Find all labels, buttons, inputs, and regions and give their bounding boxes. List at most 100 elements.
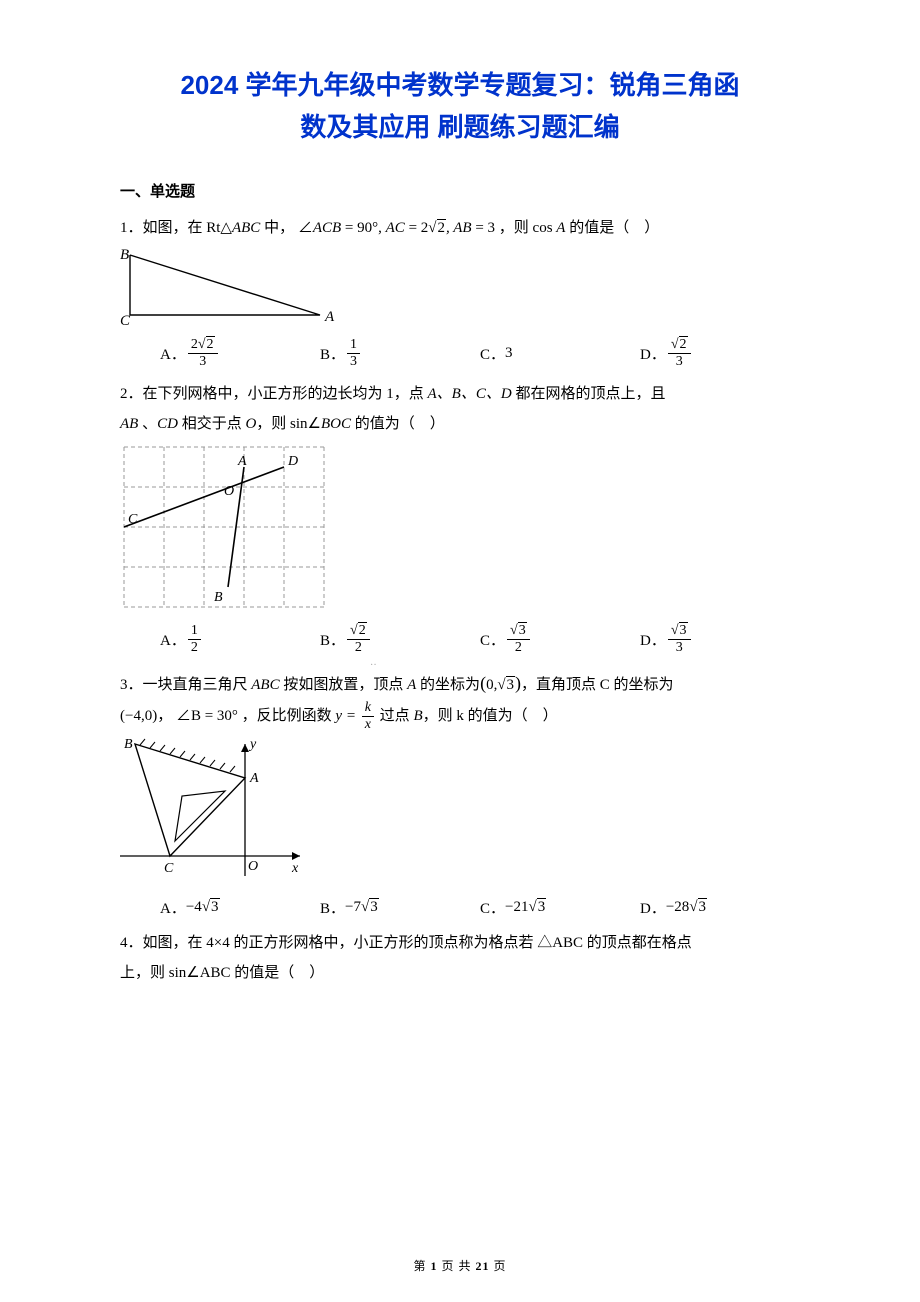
q1-end: 的值是（ ） bbox=[565, 220, 659, 236]
q2C-r: 3 bbox=[518, 622, 527, 638]
q1D-den: 3 bbox=[673, 354, 686, 369]
q3-vB: B bbox=[413, 708, 422, 724]
q1D-rad: 2 bbox=[679, 336, 688, 352]
q1-abv: = 3 ，则 cos bbox=[472, 220, 557, 236]
q1-ab: , AB bbox=[446, 220, 472, 236]
q1A-den: 3 bbox=[196, 354, 209, 369]
q3-l2m: ， ∠B = 30° ，反比例函数 bbox=[157, 708, 335, 724]
q2-figure: A D C B O bbox=[120, 443, 800, 618]
q4-l2: 上，则 sin∠ABC 的值是（ ） bbox=[120, 965, 324, 981]
page-footer: 第 1 页 共 21 页 bbox=[0, 1257, 920, 1274]
q3-cC: (−4,0) bbox=[120, 708, 157, 724]
q1-fig-A: A bbox=[324, 309, 335, 325]
q1-options: A．223 B．13 C．3 D．23 bbox=[120, 338, 800, 369]
footer-total: 21 bbox=[476, 1259, 490, 1273]
q2-fig-D: D bbox=[287, 454, 298, 469]
q1-sqrt2: 2 bbox=[428, 213, 446, 243]
q2A-d: 2 bbox=[188, 640, 201, 655]
footer-pre: 第 bbox=[413, 1259, 430, 1273]
q1-tri: ABC bbox=[232, 220, 260, 236]
q1-text-pre: 1．如图，在 Rt△ bbox=[120, 220, 232, 236]
q2A-n: 1 bbox=[188, 624, 201, 640]
q3-fy: y = bbox=[335, 708, 359, 724]
q3D-p: −28 bbox=[666, 899, 689, 916]
q2-opt-B: B．22 bbox=[320, 624, 480, 655]
q2D-r: 3 bbox=[679, 622, 688, 638]
q2-fig-O: O bbox=[224, 484, 234, 499]
q3-options: A．−43 B．−73 C．−213 D．−283 bbox=[120, 897, 800, 918]
q3-opt-D: D．−283 bbox=[640, 897, 800, 918]
q3A-p: −4 bbox=[186, 899, 202, 916]
q3-fig-y: y bbox=[248, 737, 257, 752]
q3-tri: ABC bbox=[251, 677, 279, 693]
q2-opt-D: D．33 bbox=[640, 624, 800, 655]
q3-fig-O: O bbox=[248, 859, 258, 874]
q2-l1p: 2．在下列网格中，小正方形的边长均为 1，点 bbox=[120, 386, 428, 402]
q3B-r: 3 bbox=[369, 898, 379, 915]
q2-pts: A、B、C、D bbox=[428, 386, 512, 402]
title-line1: 2024 学年九年级中考数学专题复习：锐角三角函 bbox=[180, 70, 739, 100]
q3-opt-B: B．−73 bbox=[320, 897, 480, 918]
q1-eq: = 90°, bbox=[341, 220, 385, 236]
q3-l2m2: 过点 bbox=[376, 708, 414, 724]
q3-vA: A bbox=[407, 677, 416, 693]
q3-l1e: ，直角顶点 C 的坐标为 bbox=[521, 677, 674, 693]
footer-post: 页 bbox=[490, 1259, 507, 1273]
q3-figure: y x O B C A bbox=[120, 736, 800, 891]
q2B-r: 2 bbox=[358, 622, 367, 638]
question-4: 4．如图，在 4×4 的正方形网格中，小正方形的顶点称为格点若 △ABC 的顶点… bbox=[120, 928, 800, 988]
q1-figure: B C A bbox=[120, 247, 800, 332]
q1-opt-D: D．23 bbox=[640, 338, 800, 369]
page-title: 2024 学年九年级中考数学专题复习：锐角三角函 数及其应用 刷题练习题汇编 bbox=[120, 65, 800, 148]
question-2: 2．在下列网格中，小正方形的边长均为 1，点 A、B、C、D 都在网格的顶点上，… bbox=[120, 379, 800, 439]
question-1: 1．如图，在 Rt△ABC 中， ∠ACB = 90°, AC = 2 2, AB… bbox=[120, 213, 800, 243]
q4-l1: 4．如图，在 4×4 的正方形网格中，小正方形的顶点称为格点若 △ABC 的顶点… bbox=[120, 935, 692, 951]
q3-l1m: 按如图放置，顶点 bbox=[280, 677, 408, 693]
q2-fig-A: A bbox=[237, 454, 247, 469]
q3-l1m2: 的坐标为 bbox=[416, 677, 480, 693]
q2-opt-C: C．32 bbox=[480, 624, 640, 655]
q1B-num: 1 bbox=[347, 338, 360, 354]
footer-mid: 页 共 bbox=[437, 1259, 475, 1273]
q2-l2e: 的值为（ ） bbox=[351, 416, 445, 432]
q2-fig-C: C bbox=[128, 512, 138, 527]
title-line2: 数及其应用 刷题练习题汇编 bbox=[300, 112, 619, 142]
q3-fig-B: B bbox=[124, 737, 133, 752]
q1-opt-B: B．13 bbox=[320, 338, 480, 369]
q2-fig-B: B bbox=[214, 590, 223, 605]
q1-mid: 中， ∠ bbox=[260, 220, 313, 236]
section-heading-1: 一、单选题 bbox=[120, 180, 800, 201]
q3-fig-x: x bbox=[291, 861, 299, 876]
q1A-rad: 2 bbox=[206, 336, 215, 352]
q1C-txt: 3 bbox=[505, 345, 513, 362]
q1-fig-C: C bbox=[120, 313, 131, 327]
q3-opt-A: A．−43 bbox=[160, 897, 320, 918]
q1-fig-B: B bbox=[120, 247, 129, 263]
q2-l1e: 都在网格的顶点上，且 bbox=[512, 386, 666, 402]
q2D-d: 3 bbox=[673, 640, 686, 655]
q1-opt-C: C．3 bbox=[480, 338, 640, 369]
q2C-d: 2 bbox=[512, 640, 525, 655]
q3C-p: −21 bbox=[505, 899, 528, 916]
q3B-p: −7 bbox=[345, 899, 361, 916]
q1-acv: = 2 bbox=[405, 220, 428, 236]
q1-opt-A: A．223 bbox=[160, 338, 320, 369]
q3-l1p: 3．一块直角三角尺 bbox=[120, 677, 251, 693]
q2-angle: BOC bbox=[321, 416, 351, 432]
q1B-den: 3 bbox=[347, 354, 360, 369]
question-3: 3．一块直角三角尺 ABC 按如图放置，顶点 A 的坐标为(0,3)，直角顶点 … bbox=[120, 665, 800, 732]
q3C-r: 3 bbox=[537, 898, 547, 915]
q3-fig-C: C bbox=[164, 861, 174, 876]
q3-fig-A: A bbox=[249, 771, 259, 786]
q2-options: A．12 B．22 C．32 D．33 bbox=[120, 624, 800, 655]
q1-angle: ACB bbox=[313, 220, 341, 236]
q3D-r: 3 bbox=[698, 898, 708, 915]
watermark: ·· bbox=[370, 660, 377, 671]
q3-opt-C: C．−213 bbox=[480, 897, 640, 918]
q3A-r: 3 bbox=[210, 898, 220, 915]
q1-ac: AC bbox=[386, 220, 405, 236]
q3-fd: x bbox=[362, 717, 374, 732]
q3-fn: k bbox=[362, 701, 374, 717]
q1-sqrt2-rad: 2 bbox=[437, 219, 447, 236]
q2-opt-A: A．12 bbox=[160, 624, 320, 655]
